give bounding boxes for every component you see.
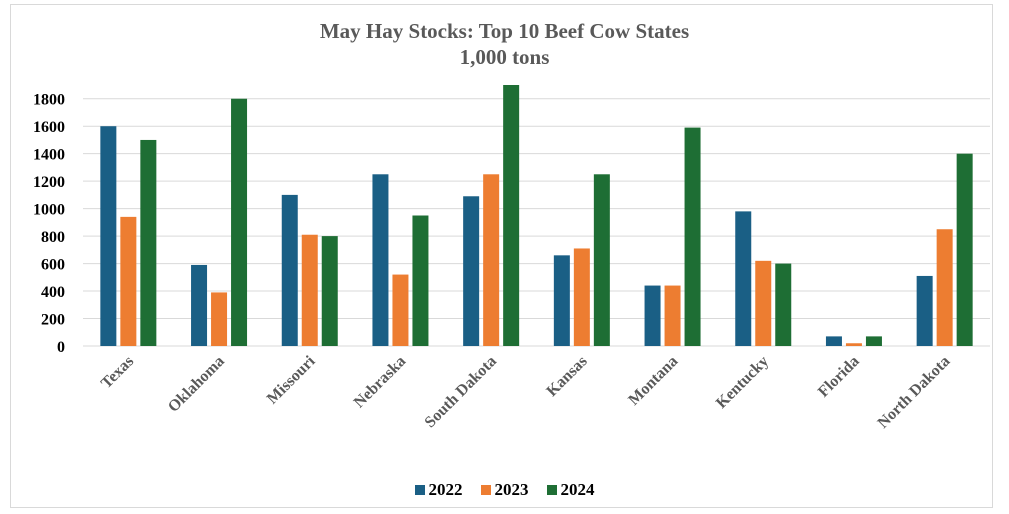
bar-2023-oklahoma [211,292,228,346]
y-tick-label: 1600 [33,119,65,136]
legend-item-2024: 2024 [546,480,595,500]
legend-swatch [480,485,491,495]
bar-2023-nebraska [392,274,409,346]
bar-2023-missouri [301,234,318,346]
chart-title-block: May Hay Stocks: Top 10 Beef Cow States 1… [0,18,1009,70]
bar-2022-nebraska [372,174,389,346]
bar-2024-kentucky [775,263,792,346]
bar-2022-florida [825,336,842,346]
bar-2023-north-dakota [936,229,953,346]
bar-2023-montana [664,285,681,346]
y-tick-label: 400 [41,284,65,301]
x-tick-label: Kansas [543,353,590,400]
y-tick-label: 800 [41,229,65,246]
x-tick-label: North Dakota [875,353,954,432]
bar-2022-kansas [553,255,570,346]
bar-2022-kentucky [735,211,752,346]
chart-frame [10,4,993,508]
bar-2023-south-dakota [483,174,500,346]
chart-subtitle: 1,000 tons [459,45,550,69]
bar-2022-south-dakota [463,196,480,346]
bar-2022-oklahoma [191,264,208,346]
bar-2024-north-dakota [956,153,973,346]
bar-2023-kentucky [755,260,772,346]
y-tick-label: 200 [41,312,65,329]
bar-2024-missouri [321,236,338,346]
bar-2023-kansas [573,248,590,346]
chart-legend: 2022 2023 2024 [0,480,1009,500]
y-tick-label: 1800 [33,92,65,109]
legend-label: 2023 [494,480,529,499]
legend-item-2022: 2022 [414,480,463,500]
bar-2023-texas [120,216,137,346]
bar-2023-florida [845,343,862,346]
bar-2024-texas [140,139,157,346]
bar-2024-oklahoma [231,98,248,346]
legend-label: 2022 [428,480,463,499]
x-tick-label: Oklahoma [165,353,228,416]
x-axis-ticks: Texas Oklahoma Missouri Nebraska South Dakot… [98,352,954,431]
y-tick-label: 600 [41,257,65,274]
legend-item-2023: 2023 [480,480,529,500]
legend-label: 2024 [560,480,595,499]
y-tick-label: 1400 [33,147,65,164]
x-tick-label: Missouri [264,352,319,407]
x-tick-label: South Dakota [422,353,500,431]
bar-2022-north-dakota [916,275,933,346]
chart-title: May Hay Stocks: Top 10 Beef Cow States [319,19,690,43]
bar-2024-florida [865,336,882,346]
bar-2024-montana [684,127,701,346]
y-tick-label: 1000 [33,202,65,219]
bar-2022-texas [100,126,117,346]
bar-2022-montana [644,285,661,346]
bar-2024-nebraska [412,215,429,346]
x-tick-label: Nebraska [351,353,410,412]
y-axis-ticks: 0 200 400 600 800 1000 1200 1400 1600 1800 [33,92,65,356]
y-tick-label: 0 [57,339,65,356]
x-tick-label: Texas [98,353,137,392]
bar-2024-kansas [593,174,610,346]
legend-swatch [546,485,557,495]
y-tick-label: 1200 [33,174,65,191]
bar-2024-south-dakota [503,85,520,346]
x-tick-label: Montana [625,353,681,409]
bar-2022-missouri [281,194,298,346]
x-tick-label: Kentucky [713,353,772,412]
bars [100,85,973,346]
legend-swatch [414,485,425,495]
x-tick-label: Florida [815,353,863,401]
